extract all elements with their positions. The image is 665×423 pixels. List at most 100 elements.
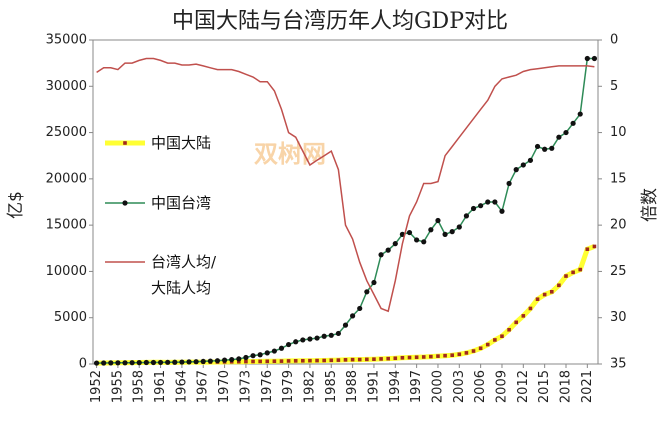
point [500, 334, 504, 339]
y-axis-title: 亿$ [6, 191, 26, 219]
point [286, 359, 291, 363]
point [251, 359, 255, 364]
point [308, 358, 312, 363]
point [342, 322, 349, 328]
point [400, 355, 405, 360]
y-tick-label: 5000 [54, 310, 87, 325]
y2-tick-label: 20 [610, 218, 627, 233]
point [122, 360, 128, 366]
point [592, 244, 597, 249]
point [528, 306, 533, 311]
point [301, 358, 305, 363]
x-tick-label: 2009 [494, 370, 509, 403]
point [371, 279, 377, 286]
y-tick-label: 10000 [46, 264, 87, 279]
point [564, 274, 568, 278]
point [471, 349, 476, 353]
x-tick-label: 1994 [388, 370, 403, 403]
point [563, 129, 569, 136]
point [343, 358, 348, 362]
x-tick-label: 2000 [430, 370, 445, 403]
y2-tick-label: 35 [610, 357, 627, 372]
point [207, 358, 213, 364]
point [429, 354, 433, 359]
point [179, 359, 185, 365]
point [414, 237, 420, 243]
x-tick-label: 2015 [537, 370, 552, 403]
point [335, 330, 341, 337]
y2-tick-label: 10 [610, 125, 627, 140]
point [549, 289, 554, 294]
point [450, 353, 454, 358]
point [193, 359, 199, 365]
point [521, 314, 526, 318]
point [493, 338, 497, 342]
point [492, 199, 498, 205]
point [314, 335, 320, 341]
point [421, 239, 427, 245]
point [336, 358, 341, 362]
x-tick-label: 1961 [153, 370, 168, 403]
watermark: 双树网 [254, 140, 326, 168]
point [364, 289, 370, 295]
point [307, 336, 313, 342]
plot-frame [92, 39, 599, 365]
point [265, 359, 270, 364]
point [157, 359, 164, 366]
point [150, 359, 157, 366]
point [221, 357, 228, 363]
point [250, 353, 256, 359]
point [542, 146, 548, 152]
y2-axis-title: 倍数 [640, 188, 660, 222]
legend-label: 台湾人均/大陆人均 [151, 253, 217, 297]
point [506, 180, 512, 187]
point [129, 360, 135, 366]
x-tick-label: 1988 [345, 370, 360, 403]
y2-tick-label: 0 [610, 33, 618, 48]
point [214, 358, 221, 364]
point [244, 359, 248, 364]
y2-tick-label: 25 [610, 264, 627, 279]
point [535, 297, 540, 301]
point [293, 359, 298, 363]
x-tick-label: 1958 [132, 370, 147, 403]
point [414, 355, 419, 360]
point [258, 359, 262, 364]
x-tick-label: 1985 [324, 370, 339, 403]
point [315, 358, 319, 363]
x-tick-label: 1979 [281, 370, 296, 403]
point [378, 252, 384, 258]
x-tick-label: 2021 [580, 370, 595, 403]
point [514, 320, 519, 325]
point [278, 345, 285, 351]
legend-marker [123, 141, 127, 145]
point [350, 313, 356, 319]
point [272, 359, 277, 364]
x-tick-label: 1973 [238, 370, 253, 403]
point [557, 283, 561, 288]
point [115, 360, 121, 366]
point [200, 358, 206, 365]
point [293, 339, 299, 345]
point [570, 120, 576, 126]
point [257, 352, 263, 358]
point [357, 305, 363, 312]
x-tick-label: 1955 [110, 370, 125, 403]
point [428, 227, 434, 233]
point [571, 270, 575, 275]
point [578, 267, 583, 272]
point [236, 356, 242, 362]
point [101, 360, 107, 366]
point [499, 208, 505, 214]
point [365, 357, 369, 362]
point [421, 355, 426, 359]
y-tick-label: 20000 [46, 171, 87, 186]
point [93, 360, 100, 366]
point [470, 205, 477, 212]
x-tick-label: 1970 [217, 370, 232, 403]
point [108, 360, 114, 366]
point [449, 229, 455, 235]
x-tick-label: 1982 [302, 370, 317, 403]
y2-tick-label: 30 [610, 310, 627, 325]
